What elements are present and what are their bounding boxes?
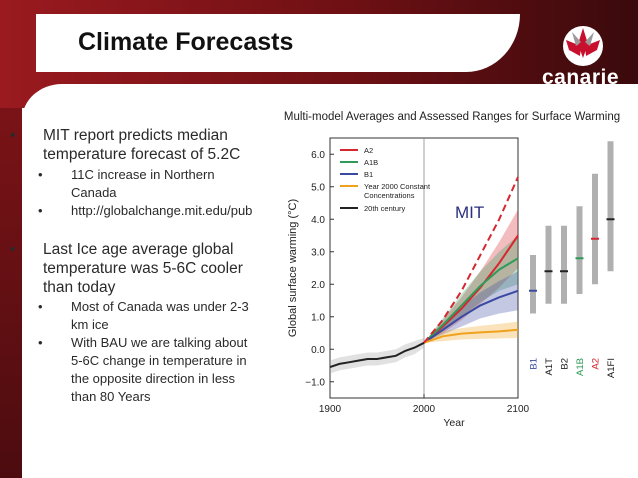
legend-label-cont: Concentrations bbox=[364, 191, 415, 200]
bullet-line: km ice bbox=[71, 317, 109, 332]
range-label: A1FI bbox=[606, 358, 617, 378]
series-line bbox=[423, 328, 519, 344]
range-bar bbox=[607, 141, 614, 272]
y-tick-label: 6.0 bbox=[311, 150, 325, 161]
series-line bbox=[329, 341, 425, 369]
bullet-line: Last Ice age average global bbox=[43, 241, 234, 258]
bullet-text: With BAU we are talking about 5-6C change… bbox=[71, 334, 271, 406]
chart-title: Multi-model Averages and Assessed Ranges… bbox=[284, 111, 620, 123]
mit-annotation: MIT bbox=[455, 203, 484, 222]
x-tick-label: 1900 bbox=[319, 404, 342, 415]
range-label: A2 bbox=[591, 358, 602, 370]
title-plate bbox=[36, 14, 520, 72]
x-axis-label: Year bbox=[443, 417, 465, 429]
logo-text: canarie bbox=[542, 66, 620, 89]
y-tick-label: 4.0 bbox=[311, 215, 325, 226]
slide-title: Climate Forecasts bbox=[78, 28, 294, 56]
bullet-dot-icon: • bbox=[10, 241, 16, 258]
bullet-text: 11C increase in Northern Canada bbox=[71, 166, 271, 202]
range-bar bbox=[530, 255, 536, 314]
bullet-text: http://globalchange.mit.edu/pub bbox=[71, 202, 271, 220]
y-tick-label: 3.0 bbox=[311, 247, 325, 258]
legend-label: A1B bbox=[364, 158, 378, 167]
uncertainty-band bbox=[424, 209, 518, 343]
bullet-dot-icon: • bbox=[38, 299, 43, 314]
range-label: B2 bbox=[560, 358, 571, 370]
bullet-line: MIT report predicts median bbox=[43, 127, 228, 144]
y-tick-label: 5.0 bbox=[311, 182, 325, 193]
bullet-line: Canada bbox=[71, 185, 117, 200]
y-tick-label: 2.0 bbox=[311, 280, 325, 291]
y-tick-label: 0.0 bbox=[311, 345, 325, 356]
mit-projection-line bbox=[423, 176, 519, 344]
bullet-line: With BAU we are talking about bbox=[71, 335, 248, 350]
legend-label: 20th century bbox=[364, 204, 406, 213]
bullet-dot-icon: • bbox=[10, 127, 16, 144]
uncertainty-band bbox=[330, 337, 424, 374]
bullet-text: Last Ice age average global temperature w… bbox=[43, 240, 268, 297]
left-band bbox=[0, 108, 22, 478]
y-tick-label: −1.0 bbox=[305, 377, 325, 388]
x-tick-label: 2000 bbox=[413, 404, 436, 415]
bullet-line: than 80 Years bbox=[71, 389, 151, 404]
uncertainty-band bbox=[424, 235, 518, 343]
bullet-text: MIT report predicts median temperature fo… bbox=[43, 126, 268, 164]
bullet-line: temperature was 5-6C cooler bbox=[43, 260, 243, 277]
y-axis-label: Global surface warming (°C) bbox=[287, 199, 299, 337]
legend-label: A2 bbox=[364, 146, 373, 155]
range-bar bbox=[545, 225, 552, 304]
bullet-line: temperature forecast of 5.2C bbox=[43, 146, 241, 163]
range-bar bbox=[576, 206, 583, 294]
bullet-dot-icon: • bbox=[38, 203, 43, 218]
canarie-logo-icon bbox=[563, 26, 603, 66]
legend-label: Year 2000 Constant bbox=[364, 182, 431, 191]
range-bar bbox=[561, 225, 567, 304]
range-label: B1 bbox=[529, 358, 540, 370]
range-bar bbox=[592, 173, 598, 285]
bullet-text: Most of Canada was under 2-3 km ice bbox=[71, 298, 271, 334]
uncertainty-band bbox=[424, 271, 518, 343]
y-tick-label: 1.0 bbox=[311, 312, 325, 323]
x-tick-label: 2100 bbox=[507, 404, 530, 415]
bullet-dot-icon: • bbox=[38, 167, 43, 182]
bullet-line: 11C increase in Northern bbox=[71, 167, 215, 182]
bullet-dot-icon: • bbox=[38, 335, 43, 350]
bullet-line: Most of Canada was under 2-3 bbox=[71, 299, 249, 314]
range-label: A1B bbox=[575, 358, 586, 376]
legend-label: B1 bbox=[364, 170, 373, 179]
bullet-line: 5-6C change in temperature in bbox=[71, 353, 247, 368]
bullet-line: the opposite direction in less bbox=[71, 371, 236, 386]
range-label: A1T bbox=[544, 358, 555, 376]
series-line bbox=[423, 257, 519, 344]
bullet-line: than today bbox=[43, 279, 116, 296]
bullet-line: http://globalchange.mit.edu/pub bbox=[71, 203, 253, 218]
series-line bbox=[423, 289, 519, 344]
